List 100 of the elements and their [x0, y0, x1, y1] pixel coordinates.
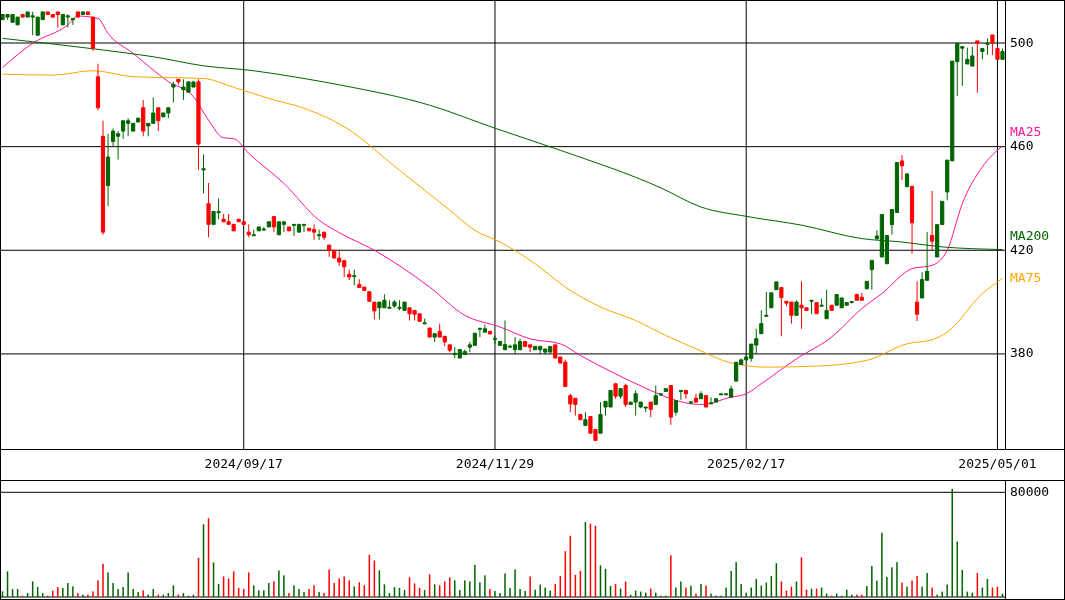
x-tick-label: 2024/09/17 [204, 456, 283, 471]
candlestick [80, 11, 86, 16]
series-label: MA25 [1010, 124, 1042, 140]
candlestick [774, 281, 779, 291]
candlestick [598, 401, 603, 434]
candlestick [930, 190, 935, 251]
candlestick [136, 117, 141, 123]
candlestick [578, 414, 583, 421]
candlestick [734, 361, 739, 382]
candlestick [909, 185, 915, 255]
candlestick [281, 221, 287, 233]
candlestick [859, 292, 864, 301]
candlestick [673, 400, 678, 417]
candlestick [663, 388, 668, 392]
candlestick [176, 78, 181, 85]
candlestick [658, 392, 663, 397]
candlestick [502, 319, 508, 351]
x-tick-label: 2025/05/01 [958, 456, 1037, 471]
candlestick [447, 344, 452, 353]
candlestick [623, 383, 628, 408]
candlestick [809, 299, 814, 315]
y-tick-label: 380 [1010, 345, 1034, 361]
candlestick [713, 398, 719, 403]
candlestick [121, 120, 126, 140]
candlestick [492, 335, 498, 345]
line-series [2, 15, 1003, 405]
candlestick [819, 298, 824, 307]
candlestick [688, 401, 694, 405]
candlestick [583, 411, 588, 426]
candlestick [70, 17, 75, 26]
candlestick [668, 385, 673, 426]
series-label: MA200 [1010, 227, 1050, 243]
y-tick-label: 80000 [1010, 483, 1050, 499]
candlestick [271, 216, 276, 233]
candlestick [864, 280, 869, 291]
candlestick [904, 172, 910, 188]
candlestick [653, 385, 658, 405]
y-tick-label: 460 [1010, 138, 1034, 154]
candlestick [85, 11, 91, 16]
y-tick-label: 500 [1010, 34, 1034, 50]
candlestick [291, 223, 297, 237]
candlestick [261, 226, 266, 232]
candlestick [55, 11, 60, 28]
candlestick [769, 292, 774, 309]
candlestick [90, 16, 96, 52]
candlestick [698, 390, 704, 400]
candlestick [779, 287, 784, 337]
candlestick [985, 37, 990, 56]
x-tick-label: 2024/11/29 [455, 456, 535, 471]
candlestick [156, 107, 161, 132]
candlestick [703, 395, 709, 408]
candlestick [869, 259, 874, 291]
candlestick [311, 223, 317, 241]
candlestick [618, 388, 623, 400]
candlestick [995, 46, 1000, 60]
candlestick [251, 229, 256, 237]
candlestick [296, 223, 302, 233]
candlestick [683, 389, 689, 400]
candlestick [75, 11, 80, 18]
candlestick [65, 14, 70, 28]
candlestick [980, 47, 985, 60]
candlestick [693, 393, 699, 403]
candlestick [422, 318, 427, 325]
candlestick [829, 304, 834, 311]
candlestick [347, 269, 352, 281]
candlestick [759, 309, 764, 335]
candlestick [613, 383, 618, 400]
candlestick [100, 120, 106, 236]
candlestick [899, 154, 905, 181]
candlestick [196, 78, 201, 171]
candlestick [1000, 47, 1005, 60]
candlestick [990, 34, 995, 56]
candlestick [517, 338, 523, 351]
candlestick [482, 324, 488, 333]
candlestick [392, 299, 397, 309]
candlestick [794, 299, 799, 316]
candlestick [141, 99, 146, 137]
candlestick [246, 223, 251, 238]
candlestick [975, 40, 980, 94]
candlestick [824, 289, 829, 320]
candlestick [512, 336, 518, 355]
candlestick [533, 345, 538, 351]
x-tick-label: 2025/02/17 [707, 456, 786, 471]
candlestick [718, 393, 724, 396]
candlestick [487, 330, 493, 335]
candlestick [432, 333, 437, 343]
candlestick [914, 280, 920, 322]
candlestick [648, 401, 653, 418]
candlestick [678, 389, 683, 401]
candlestick [708, 396, 714, 405]
candlestick [266, 221, 271, 228]
candlestick [764, 291, 769, 317]
candlestick [427, 327, 432, 338]
candlestick [327, 244, 332, 258]
candlestick [105, 133, 111, 207]
candlestick [301, 223, 307, 233]
line-series [2, 70, 1003, 368]
y-tick-label: 420 [1010, 241, 1034, 257]
series-label: MA75 [1010, 270, 1042, 286]
candlestick [814, 302, 819, 315]
